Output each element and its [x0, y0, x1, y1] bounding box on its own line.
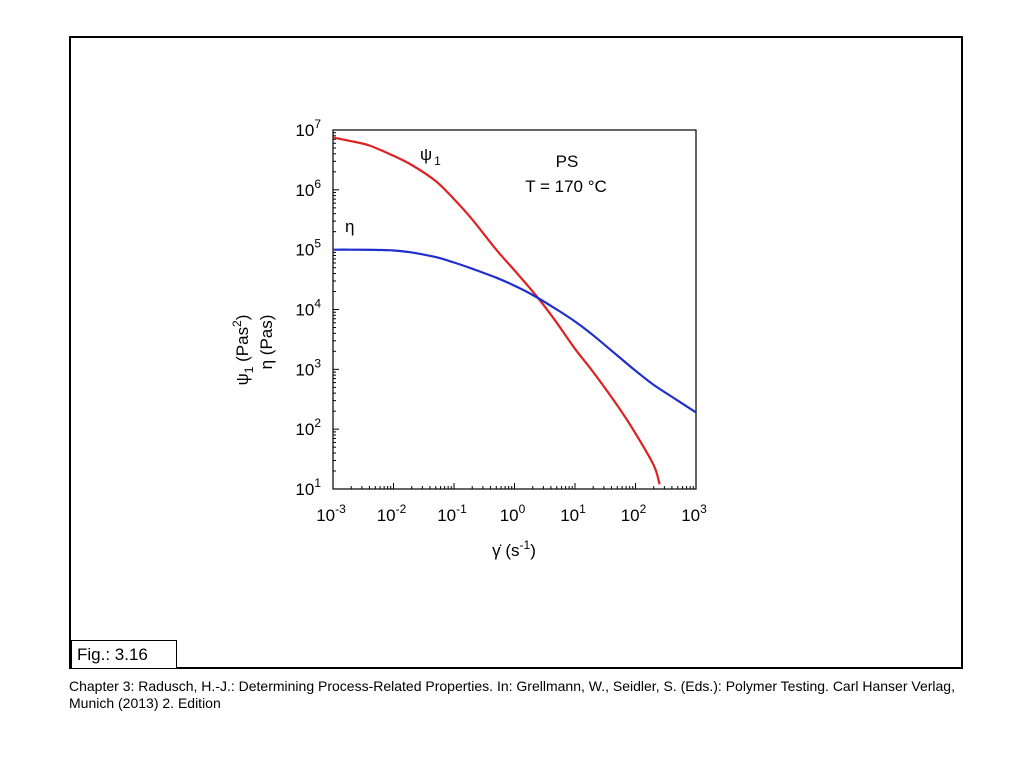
y-tick-label: 101	[295, 476, 321, 499]
series-layer	[333, 136, 696, 485]
x-tick-label: 103	[681, 502, 707, 525]
y-tick-label: 107	[295, 117, 321, 140]
figure-number-label: Fig.: 3.16	[71, 640, 177, 669]
x-tick-label: 100	[500, 502, 526, 525]
series-line-eta	[333, 248, 696, 414]
x-tick-label: 101	[560, 502, 586, 525]
y-tick-label: 102	[295, 416, 321, 439]
y-tick-label: 104	[295, 297, 321, 320]
x-axis-label: γ̇ (s-1)	[492, 538, 536, 560]
y-tick-label: 106	[295, 177, 321, 200]
plot-area-border	[332, 129, 697, 490]
y-axis: 101 102 103 104 105 106 107	[295, 117, 339, 499]
annotation-material: PS	[556, 152, 579, 171]
x-tick-label: 10-2	[377, 502, 407, 525]
x-axis: 10-3 10-2 10-1 100 101 102 103	[316, 483, 707, 525]
y-axis-label-psi: ψ1 (Pas2)	[230, 315, 256, 386]
y-tick-label: 103	[295, 356, 321, 379]
series-line-psi1	[333, 136, 661, 485]
figure-caption: Chapter 3: Radusch, H.-J.: Determining P…	[69, 678, 955, 711]
x-tick-label: 102	[621, 502, 647, 525]
x-tick-label: 10-3	[316, 502, 346, 525]
series-label-eta: η	[345, 217, 354, 236]
y-axis-label-eta: η (Pas)	[257, 315, 276, 370]
x-tick-label: 10-1	[437, 502, 467, 525]
annotation-temperature: T = 170 °C	[525, 177, 607, 196]
figure-frame	[69, 36, 963, 669]
y-tick-label: 105	[295, 237, 321, 260]
